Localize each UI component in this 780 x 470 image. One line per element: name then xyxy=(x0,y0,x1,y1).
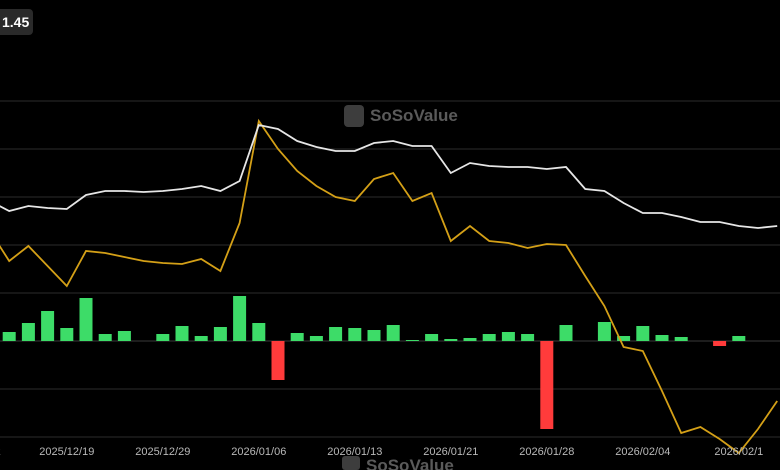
watermark-text: SoSoValue xyxy=(370,106,458,125)
inflow-bar xyxy=(617,336,631,341)
flow-bars xyxy=(2,296,746,429)
inflow-bar xyxy=(636,326,650,341)
x-tick-label: 2026/02/1 xyxy=(714,446,763,458)
x-tick-label: 2026/01/28 xyxy=(519,446,574,458)
sosovalue-logo-icon xyxy=(344,105,364,127)
x-tick-label: 2025/12/19 xyxy=(39,446,94,458)
inflow-bar xyxy=(156,334,170,341)
inflow-bar xyxy=(559,325,573,341)
inflow-bar xyxy=(252,323,266,341)
inflow-bar xyxy=(732,336,746,341)
sosovalue-watermark: SoSoValue SoSoValue xyxy=(342,105,458,470)
white-series-line xyxy=(0,123,778,229)
x-tick-label: 2026/01/21 xyxy=(423,446,478,458)
inflow-bar xyxy=(2,332,16,341)
inflow-bar xyxy=(213,327,227,341)
inflow-bar xyxy=(98,334,112,341)
inflow-bar xyxy=(290,333,304,341)
inflow-bar xyxy=(405,340,419,341)
x-axis: 2/12 2025/12/19 2025/12/29 2026/01/06 2026/0… xyxy=(0,446,763,458)
inflow-bar xyxy=(674,337,688,341)
inflow-bar xyxy=(482,334,496,341)
watermark-text-bottom: SoSoValue xyxy=(366,456,454,470)
inflow-bar xyxy=(60,328,74,341)
x-tick-label: 2026/01/06 xyxy=(231,446,286,458)
inflow-bar xyxy=(79,298,93,341)
inflow-bar xyxy=(233,296,247,341)
outflow-bar xyxy=(713,341,727,346)
gold-series-line xyxy=(0,118,778,455)
series-lines xyxy=(0,118,778,455)
outflow-bar xyxy=(271,341,285,380)
inflow-bar xyxy=(655,335,669,341)
inflow-bar xyxy=(463,338,477,341)
inflow-bar xyxy=(41,311,55,341)
outflow-bar xyxy=(540,341,554,429)
x-tick-label: 2026/01/13 xyxy=(327,446,382,458)
inflow-bar xyxy=(194,336,208,341)
x-tick-label: 2025/12/29 xyxy=(135,446,190,458)
inflow-bar xyxy=(444,339,458,341)
inflow-bar xyxy=(117,331,131,341)
inflow-bar xyxy=(501,332,515,341)
inflow-bar xyxy=(425,334,439,341)
inflow-bar xyxy=(175,326,189,341)
inflow-bar xyxy=(329,327,343,341)
current-value-badge: 1.45 xyxy=(0,9,33,35)
inflow-bar xyxy=(21,323,35,341)
inflow-bar xyxy=(521,334,535,341)
grid-lines xyxy=(0,100,780,438)
inflow-bar xyxy=(386,325,400,341)
x-tick-label: 2/12 xyxy=(0,446,1,458)
inflow-bar xyxy=(597,322,611,341)
sosovalue-logo-icon-bottom xyxy=(342,456,360,470)
x-tick-label: 2026/02/04 xyxy=(615,446,670,458)
inflow-bar xyxy=(367,330,381,341)
inflow-bar xyxy=(309,336,323,341)
inflow-bar xyxy=(348,328,362,341)
